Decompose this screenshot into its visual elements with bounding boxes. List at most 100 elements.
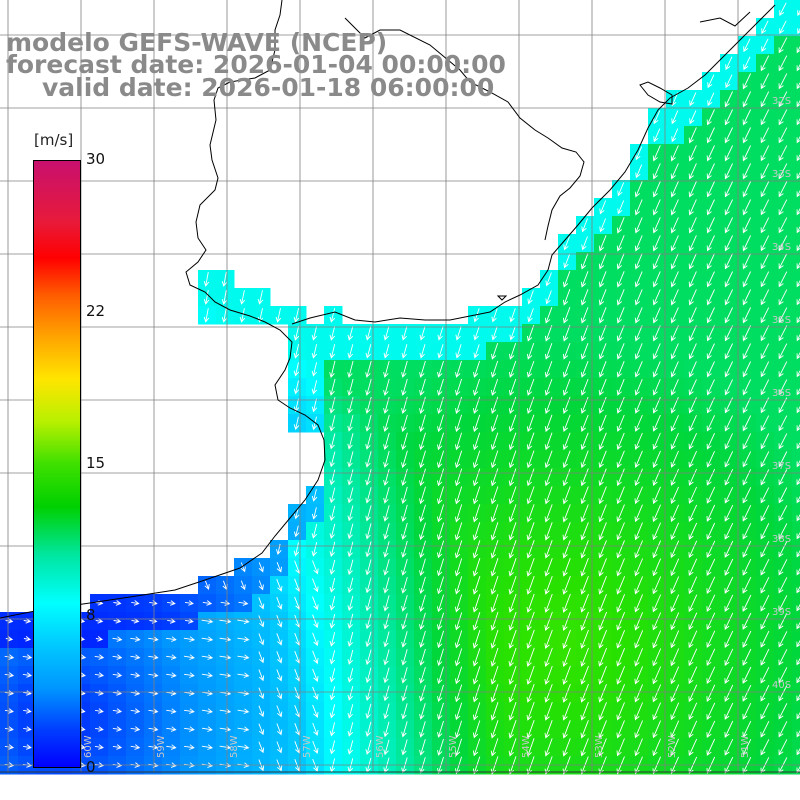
wind-arrow [634, 630, 644, 649]
wind-arrow [419, 522, 426, 541]
wind-arrow [94, 654, 105, 660]
wind-arrow [113, 618, 122, 624]
wind-arrow [760, 253, 770, 270]
wind-arrow [725, 74, 733, 89]
wind-arrow [329, 740, 336, 755]
wind-arrow [276, 669, 283, 682]
wind-arrow [742, 415, 752, 432]
wind-arrow [437, 648, 444, 667]
wind-arrow [760, 343, 770, 360]
wind-arrow [616, 522, 625, 541]
wind-cell [792, 468, 800, 487]
wind-arrow [95, 708, 104, 714]
latitude-label: 39S [772, 607, 791, 618]
wind-arrow [419, 630, 426, 648]
wind-arrow [258, 633, 265, 646]
wind-arrow [706, 702, 716, 720]
wind-arrow [706, 648, 716, 667]
wind-arrow [706, 522, 716, 540]
latitude-label: 33S [772, 169, 791, 180]
longitude-label: 57W [302, 735, 313, 758]
wind-arrow [742, 648, 752, 666]
wind-arrow [293, 326, 300, 341]
wind-arrow [311, 489, 318, 502]
wind-arrow [239, 290, 246, 305]
wind-arrow [472, 378, 481, 396]
wind-arrow [312, 560, 319, 575]
wind-arrow [598, 378, 607, 396]
wind-arrow [347, 704, 354, 719]
wind-arrow [508, 522, 517, 541]
wind-arrow [94, 672, 105, 678]
wind-arrow [760, 433, 770, 450]
wind-arrow [562, 360, 571, 378]
wind-arrow [23, 618, 32, 624]
wind-arrow [329, 505, 336, 522]
wind-arrow [293, 525, 300, 538]
wind-arrow [311, 344, 318, 359]
wind-arrow [706, 451, 716, 468]
wind-arrow [472, 738, 481, 757]
wind-arrow [616, 630, 626, 649]
wind-arrow [203, 272, 210, 287]
wind-arrow [329, 632, 336, 647]
wind-arrow [634, 684, 644, 703]
wind-arrow [760, 379, 770, 396]
wind-arrow [670, 271, 679, 288]
wind-arrow [329, 722, 336, 737]
wind-arrow [526, 378, 535, 396]
wind-arrow [383, 631, 390, 648]
wind-arrow [742, 217, 752, 234]
wind-arrow [130, 726, 141, 732]
wind-arrow [365, 595, 372, 612]
wind-arrow [778, 379, 788, 396]
wind-arrow [724, 415, 734, 432]
wind-arrow [652, 289, 661, 306]
wind-cell [792, 648, 800, 667]
wind-arrow [401, 594, 408, 612]
wind-arrow [329, 308, 336, 323]
wind-arrow [724, 469, 734, 486]
wind-arrow [365, 685, 372, 702]
wind-arrow [312, 704, 319, 718]
wind-arrow [544, 522, 553, 541]
wind-arrow [760, 307, 770, 324]
wind-arrow [652, 630, 662, 649]
wind-arrow [742, 702, 752, 720]
wind-arrow [112, 672, 123, 678]
wind-arrow [562, 414, 571, 432]
wind-arrow [275, 308, 282, 323]
longitude-label: 53W [594, 735, 605, 758]
wind-arrow [490, 522, 499, 541]
wind-arrow [131, 618, 140, 624]
wind-arrow [239, 308, 246, 323]
wind-arrow [742, 163, 752, 180]
wind-arrow [580, 522, 589, 541]
wind-arrow [454, 468, 463, 487]
wind-arrow [221, 272, 228, 287]
wind-arrow [4, 654, 15, 660]
longitude-label: 54W [521, 735, 532, 758]
wind-arrow [454, 594, 463, 613]
wind-arrow [526, 360, 535, 378]
wind-arrow [616, 612, 626, 631]
wind-arrow [472, 666, 481, 685]
wind-arrow [724, 738, 734, 756]
wind-arrow [383, 559, 390, 576]
wind-arrow [166, 708, 177, 714]
wind-arrow [527, 290, 534, 305]
wind-arrow [526, 468, 535, 487]
wind-arrow [670, 450, 679, 468]
wind-arrow [544, 575, 553, 595]
wind-arrow [778, 145, 788, 162]
wind-arrow [383, 468, 390, 486]
longitude-label: 52W [667, 735, 678, 758]
wind-cell [792, 684, 800, 703]
wind-arrow [472, 702, 481, 721]
wind-arrow [760, 163, 770, 180]
wind-arrow [616, 361, 625, 378]
wind-arrow [527, 308, 534, 323]
wind-arrow [329, 668, 336, 683]
